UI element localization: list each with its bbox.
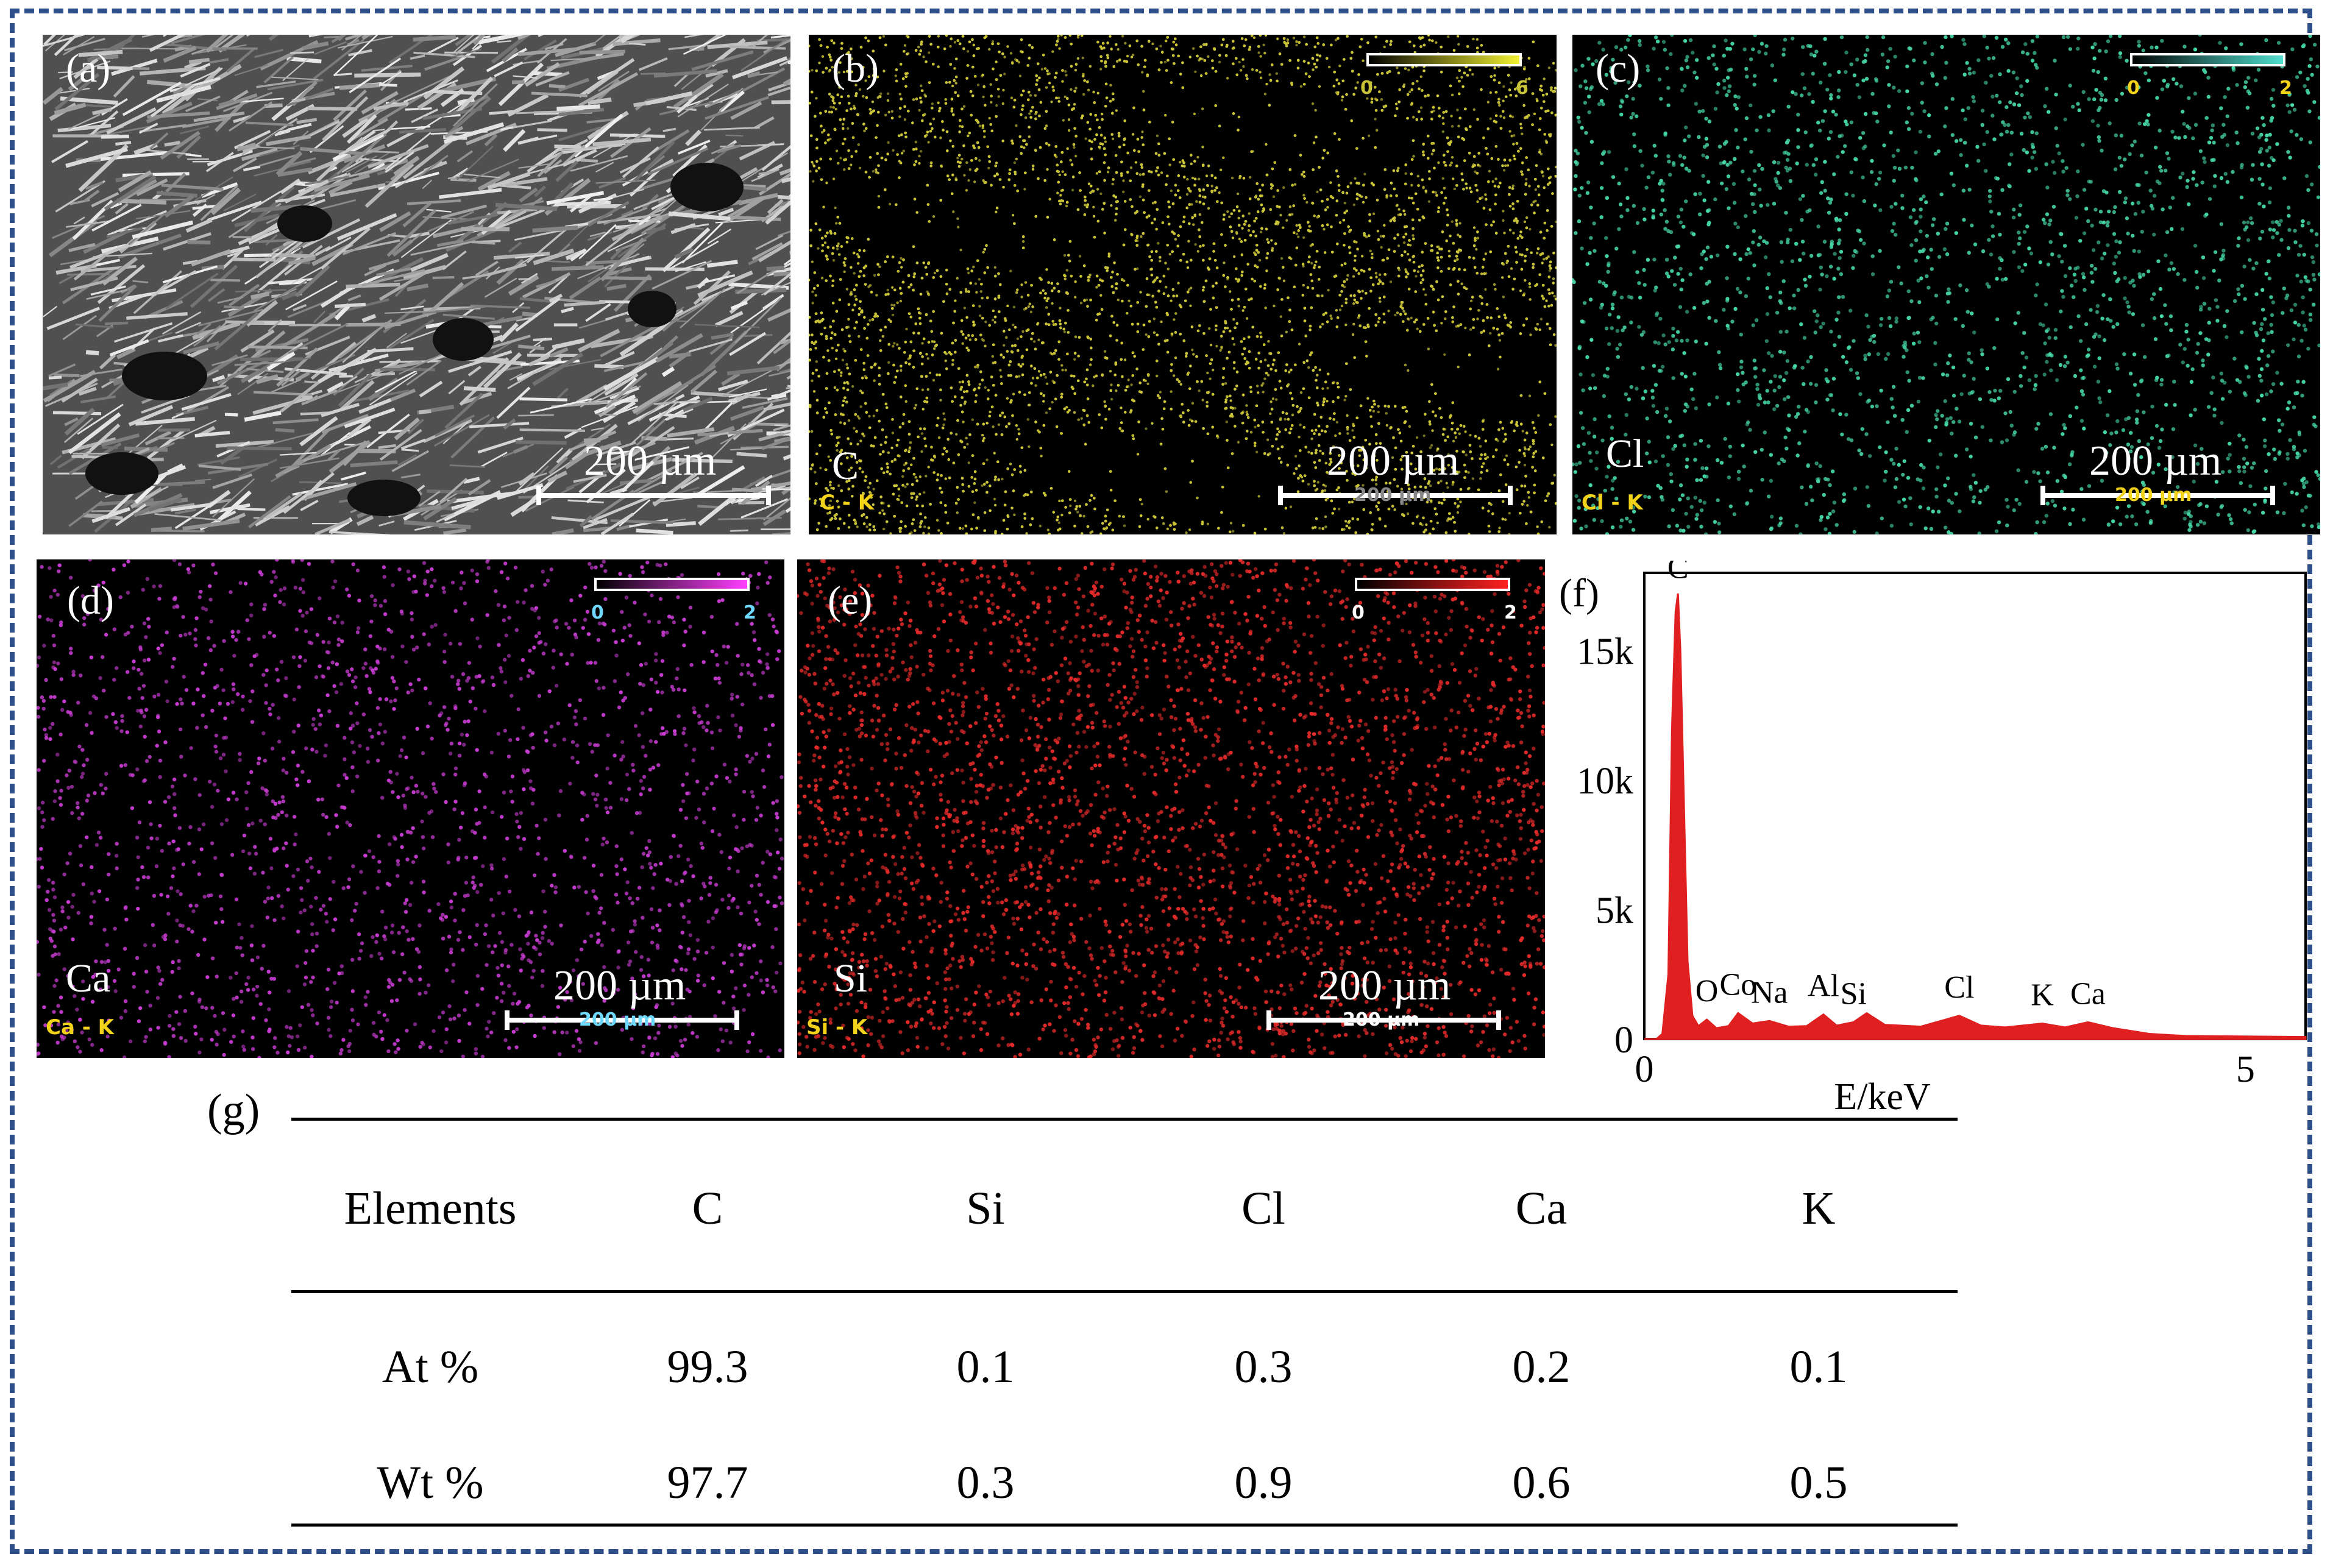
y-tick-label: 15k: [1577, 631, 1633, 673]
panel-e-scale-text: 200 µm: [1318, 962, 1451, 1010]
panel-e-silicon-map: (e) 0 2 Si Si - K 200 µm 200 µm: [797, 559, 1545, 1058]
peak-label: K: [2031, 978, 2054, 1013]
silicon-map-dots: [797, 559, 1545, 1058]
panel-c-cbar-min: 0: [2127, 77, 2140, 99]
panel-d-scale-bar: [505, 1010, 739, 1030]
panel-c-colorbar: [2130, 53, 2285, 66]
panel-b-cbar-min: 0: [1360, 77, 1373, 99]
panel-e-ktag: Si - K: [806, 1015, 867, 1040]
carbon-map-dots: [809, 35, 1557, 534]
panel-b-element-label: C: [832, 443, 859, 489]
table-cell: 0.1: [1680, 1341, 1958, 1394]
panel-c-chlorine-map: (c) 0 2 Cl Cl - K 200 µm 200 µm: [1572, 35, 2320, 534]
panel-b-scale-bar: [1278, 486, 1513, 505]
figure-frame: [10, 9, 2312, 1554]
table-header-cell: K: [1680, 1182, 1958, 1235]
panel-a-scale-bar: [536, 486, 771, 505]
panel-d-cbar-min: 0: [591, 602, 604, 623]
table-bottom-rule: [291, 1524, 1958, 1527]
panel-a-sem-image: (a) 200 µm: [43, 35, 790, 534]
peak-label: Na: [1751, 975, 1788, 1010]
spectrum-series-0: [1644, 593, 2307, 1040]
peak-label: Ca: [2070, 976, 2106, 1011]
table-cell: 97.7: [569, 1456, 847, 1509]
table-cell: 0.1: [847, 1341, 1124, 1394]
panel-e-element-label: Si: [834, 956, 867, 1002]
chlorine-map-dots: [1572, 35, 2320, 534]
panel-d-scale-text: 200 µm: [553, 962, 686, 1010]
table-cell: 0.5: [1680, 1456, 1958, 1509]
x-tick-label: 5: [2236, 1049, 2255, 1090]
panel-d-label: (d): [67, 578, 114, 624]
panel-b-cbar-max: 6: [1516, 77, 1529, 99]
table-header-cell: Ca: [1402, 1182, 1680, 1235]
panel-c-element-label: Cl: [1606, 431, 1644, 477]
table-cell: 99.3: [569, 1341, 847, 1394]
panel-b-colorbar: [1366, 53, 1522, 66]
peak-label: Co: [1720, 968, 1757, 1002]
peak-label: Cl: [1944, 970, 1974, 1005]
y-tick-label: 10k: [1577, 761, 1633, 802]
table-cell: Wt %: [291, 1456, 569, 1509]
table-cell: At %: [291, 1341, 569, 1394]
panel-b-carbon-map: (b) 0 6 C C - K 200 µm 200 µm: [809, 35, 1557, 534]
panel-e-label: (e): [828, 578, 872, 624]
table-top-rule: [291, 1118, 1958, 1121]
panel-e-scale-sub: 200 µm: [1343, 1009, 1419, 1031]
y-tick-label: 5k: [1596, 890, 1633, 932]
panel-b-scale-sub: 200 µm: [1354, 484, 1431, 506]
panel-e-cbar-max: 2: [1504, 602, 1517, 623]
peak-label: O: [1696, 974, 1719, 1009]
table-header-cell: Cl: [1124, 1182, 1402, 1235]
panel-d-ktag: Ca - K: [46, 1015, 114, 1040]
panel-g-label: (g): [207, 1085, 260, 1137]
peak-label: C: [1667, 561, 1689, 586]
table-cell: 0.2: [1402, 1341, 1680, 1394]
panel-e-colorbar: [1355, 578, 1510, 591]
peak-label: Al: [1808, 969, 1839, 1004]
panel-a-label: (a): [66, 46, 110, 92]
table-header-cell: Elements: [291, 1182, 569, 1235]
panel-b-ktag: C - K: [820, 491, 874, 515]
panel-c-label: (c): [1596, 46, 1640, 92]
panel-b-scale-text: 200 µm: [1327, 437, 1459, 486]
peak-label: Si: [1841, 976, 1867, 1011]
panel-e-cbar-min: 0: [1352, 602, 1365, 623]
calcium-map-dots: [37, 559, 784, 1058]
table-header-cell: C: [569, 1182, 847, 1235]
y-tick-label: 0: [1614, 1020, 1633, 1061]
panel-c-ktag: Cl - K: [1582, 491, 1643, 515]
x-axis-label: E/keV: [1834, 1076, 1931, 1118]
table-header-cell: Si: [847, 1182, 1124, 1235]
panel-c-scale-text: 200 µm: [2089, 437, 2221, 486]
table-mid-rule: [291, 1290, 1958, 1293]
panel-b-label: (b): [832, 46, 879, 92]
panel-f-label: (f): [1559, 571, 1599, 615]
panel-c-scale-bar: [2040, 486, 2275, 505]
panel-d-calcium-map: (d) 0 2 Ca Ca - K 200 µm 200 µm: [37, 559, 784, 1058]
table-cell: 0.3: [847, 1456, 1124, 1509]
panel-a-scale-text: 200 µm: [584, 437, 716, 486]
table-cell: 0.6: [1402, 1456, 1680, 1509]
panel-c-scale-sub: 200 µm: [2115, 484, 2192, 506]
x-tick-label: 0: [1635, 1049, 1654, 1090]
table-cell: 0.3: [1124, 1341, 1402, 1394]
panel-c-cbar-max: 2: [2279, 77, 2292, 99]
spectrum-plot-frame: [1643, 572, 2307, 1040]
panel-d-cbar-max: 2: [744, 602, 756, 623]
panel-e-scale-bar: [1266, 1010, 1501, 1030]
panel-d-element-label: Ca: [66, 956, 110, 1002]
panel-d-scale-sub: 200 µm: [579, 1009, 656, 1031]
panel-d-colorbar: [594, 578, 750, 591]
table-cell: 0.9: [1124, 1456, 1402, 1509]
sem-texture: [43, 35, 790, 534]
